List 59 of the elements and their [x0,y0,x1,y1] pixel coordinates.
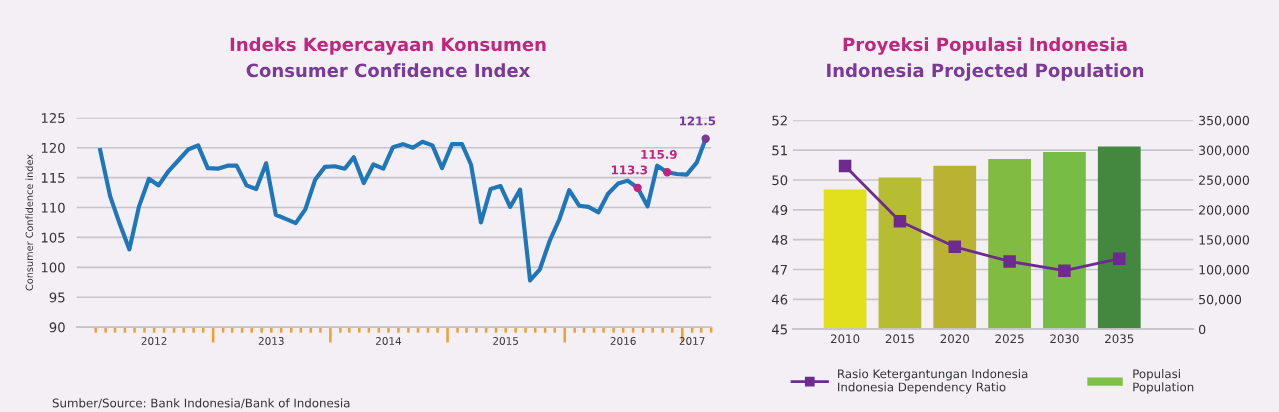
chart-subtitle: Indonesia Projected Population [827,63,1144,81]
y-tick-label: 125 [41,113,65,124]
annotation: 115.9 [641,149,677,159]
y-tick-label: 51 [772,145,787,156]
chart-title: Proyeksi Populasi Indonesia [843,37,1127,55]
y-tick-label: 110 [41,202,65,213]
y-tick-label: 47 [771,264,787,275]
chart-subtitle: Consumer Confidence Index [246,63,531,78]
y-tick-label: 90 [49,322,65,333]
y-tick-label: 49 [771,205,788,216]
y2-tick-label: 100,000 [1199,264,1250,276]
x-tick-label: 2016 [610,337,636,345]
x-tick-label: 2035 [1105,334,1134,344]
point [838,159,852,173]
y-tick-label: 50 [772,175,788,186]
point [1113,252,1126,266]
bar [1043,151,1086,330]
y-tick-label: 48 [771,234,788,245]
point [1003,255,1016,268]
point [1058,264,1071,277]
legend-label: Populasi Population [1133,369,1194,394]
y-tick-label: 45 [771,324,787,335]
y2-tick-label: 150,000 [1199,235,1250,246]
y-tick-label: 46 [771,294,788,305]
y-tick-label: 52 [772,115,787,126]
y-tick-label: 105 [41,232,65,243]
bar [823,189,867,330]
y2-tick-label: 0 [1198,324,1206,335]
x-tick-label: 2015 [885,334,914,344]
bar [933,165,977,330]
x-tick-label: 2010 [830,334,860,344]
chart-title: Indeks Kepercayaan Konsumen [230,37,546,55]
y2-tick-label: 200,000 [1199,205,1250,217]
point [948,240,962,254]
bar [1097,146,1141,330]
x-tick-label: 2030 [1050,334,1079,344]
annotation: 121.5 [679,116,716,126]
y-axis-title: Consumer Confidence index [25,154,33,291]
x-tick-label: 2012 [141,337,167,345]
x-tick-label: 2014 [375,337,402,345]
legend-label: Rasio Ketergantungan Indonesia Indonesia Dependency Ratio [838,369,1028,394]
x-tick-label: 2025 [995,334,1024,344]
bar [878,177,922,330]
text: Sumber/Source: Bank Indonesia/Bank of Indonesia [52,398,350,409]
y-tick-label: 115 [41,173,65,183]
y-tick-label: 95 [49,292,65,303]
annotation: 113.3 [611,165,647,175]
y2-tick-label: 300,000 [1199,145,1250,157]
y2-tick-label: 50,000 [1199,294,1242,306]
x-tick-label: 2020 [940,334,969,344]
y2-tick-label: 250,000 [1199,175,1250,187]
x-tick-label: 2013 [258,337,284,345]
x-tick-label: 2017 [679,337,705,345]
y2-tick-label: 350,000 [1199,115,1250,127]
y-tick-label: 120 [41,142,65,153]
y-tick-label: 100 [41,262,65,273]
point [893,214,907,228]
x-tick-label: 2015 [493,337,518,345]
bar [988,159,1031,330]
